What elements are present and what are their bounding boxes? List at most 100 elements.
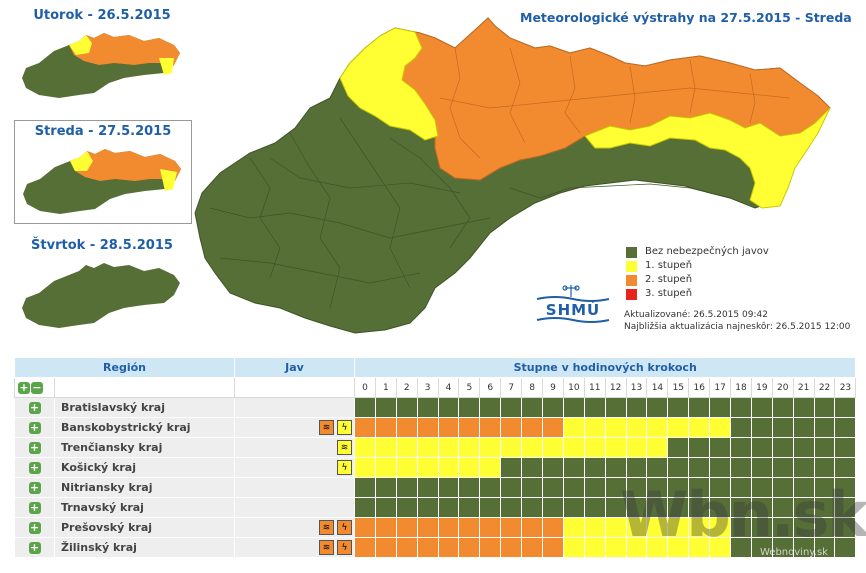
plus-icon[interactable]: + bbox=[28, 460, 41, 474]
mini-map-streda bbox=[23, 149, 181, 214]
hour-cell bbox=[500, 437, 523, 458]
expand-row-button[interactable]: + bbox=[14, 437, 55, 458]
hour-cell bbox=[834, 537, 857, 558]
hour-cell bbox=[750, 397, 773, 418]
storm-icon[interactable]: ϟ bbox=[337, 420, 352, 435]
hour-cell bbox=[479, 397, 502, 418]
hour-cell bbox=[646, 477, 669, 498]
hour-cell bbox=[374, 537, 397, 558]
hour-cell bbox=[521, 457, 544, 478]
day-streda[interactable]: Streda - 27.5.2015 bbox=[14, 120, 192, 224]
day-label: Štvrtok - 28.5.2015 bbox=[31, 238, 173, 253]
hour-cell bbox=[688, 457, 711, 478]
hour-cell bbox=[374, 517, 397, 538]
hour-cell bbox=[730, 537, 752, 558]
hour-cell bbox=[437, 397, 460, 418]
hour-cell bbox=[562, 497, 585, 518]
table-row: + Trenčiansky kraj ≋ bbox=[14, 437, 857, 458]
hour-header: 23 bbox=[834, 377, 857, 398]
legend-item: Bez nebezpečných javov bbox=[626, 245, 769, 259]
wind-icon[interactable]: ≋ bbox=[319, 420, 334, 435]
hour-cell bbox=[583, 397, 606, 418]
hour-cell bbox=[437, 417, 460, 438]
hour-header: 10 bbox=[562, 377, 585, 398]
hour-header: 5 bbox=[458, 377, 481, 398]
hour-cell bbox=[437, 537, 460, 558]
legend-swatch bbox=[626, 288, 637, 300]
plus-icon[interactable]: + bbox=[28, 520, 41, 534]
expand-row-button[interactable]: + bbox=[14, 397, 55, 418]
expand-row-button[interactable]: + bbox=[14, 417, 55, 438]
main-map[interactable] bbox=[190, 8, 850, 343]
hour-cell bbox=[416, 497, 439, 518]
day-utorok[interactable]: Utorok - 26.5.2015 bbox=[14, 8, 190, 107]
hour-cell bbox=[750, 477, 773, 498]
hour-cell bbox=[604, 417, 627, 438]
hour-cell bbox=[834, 497, 857, 518]
hour-cell bbox=[374, 397, 397, 418]
mini-map-utorok bbox=[22, 33, 180, 98]
hour-header: 9 bbox=[542, 377, 564, 398]
hour-cell bbox=[625, 437, 648, 458]
collapse-all-icon[interactable]: − bbox=[31, 380, 43, 394]
day-stvrtok[interactable]: Štvrtok - 28.5.2015 bbox=[14, 238, 190, 337]
storm-icon[interactable]: ϟ bbox=[337, 520, 352, 535]
hour-cell bbox=[813, 457, 836, 478]
hour-cell bbox=[730, 437, 752, 458]
expand-row-button[interactable]: + bbox=[14, 497, 55, 518]
hour-cell bbox=[542, 497, 564, 518]
hour-cell bbox=[354, 537, 376, 558]
storm-icon[interactable]: ϟ bbox=[337, 540, 352, 555]
hour-cell bbox=[583, 477, 606, 498]
wind-icon[interactable]: ≋ bbox=[337, 440, 352, 455]
hour-cell bbox=[395, 417, 418, 438]
plus-icon[interactable]: + bbox=[28, 420, 41, 434]
hour-cell bbox=[750, 537, 773, 558]
hour-header: 21 bbox=[792, 377, 815, 398]
hour-cell bbox=[562, 417, 585, 438]
plus-icon[interactable]: + bbox=[28, 440, 41, 454]
region-name: Trnavský kraj bbox=[54, 497, 235, 518]
hour-cell bbox=[646, 537, 669, 558]
hour-header: 22 bbox=[813, 377, 836, 398]
hour-cell bbox=[688, 397, 711, 418]
hour-cell bbox=[667, 537, 690, 558]
region-name: Košický kraj bbox=[54, 457, 235, 478]
hour-cell bbox=[542, 517, 564, 538]
plus-icon[interactable]: + bbox=[28, 480, 41, 494]
plus-icon[interactable]: + bbox=[28, 540, 41, 554]
hour-header: 7 bbox=[500, 377, 523, 398]
hour-header: 15 bbox=[667, 377, 690, 398]
map-title: Meteorologické výstrahy na 27.5.2015 - S… bbox=[520, 10, 852, 25]
hour-cell bbox=[813, 397, 836, 418]
expand-row-button[interactable]: + bbox=[14, 477, 55, 498]
table-row: + Prešovský kraj ≋ ϟ bbox=[14, 517, 857, 538]
wind-icon[interactable]: ≋ bbox=[319, 540, 334, 555]
expand-row-button[interactable]: + bbox=[14, 457, 55, 478]
district-borders bbox=[209, 117, 731, 309]
mini-map-stvrtok bbox=[22, 263, 180, 328]
hour-cell bbox=[771, 437, 794, 458]
plus-icon[interactable]: + bbox=[28, 400, 41, 414]
hour-cell bbox=[562, 517, 585, 538]
storm-icon[interactable]: ϟ bbox=[337, 460, 352, 475]
hour-cell bbox=[437, 457, 460, 478]
expand-row-button[interactable]: + bbox=[14, 537, 55, 558]
region-name: Žilinský kraj bbox=[54, 537, 235, 558]
expand-all-icon[interactable]: + bbox=[18, 380, 30, 394]
legend-item: 3. stupeň bbox=[626, 287, 769, 301]
expand-row-button[interactable]: + bbox=[14, 517, 55, 538]
hour-header: 20 bbox=[771, 377, 794, 398]
hour-cell bbox=[750, 497, 773, 518]
hour-cell bbox=[374, 497, 397, 518]
hour-cell bbox=[750, 437, 773, 458]
hour-cell bbox=[542, 397, 564, 418]
expand-collapse-all[interactable]: + − bbox=[14, 377, 55, 398]
wind-icon[interactable]: ≋ bbox=[319, 520, 334, 535]
plus-icon[interactable]: + bbox=[28, 500, 41, 514]
hour-header: 8 bbox=[521, 377, 544, 398]
hour-cell bbox=[354, 437, 376, 458]
hour-cell bbox=[542, 437, 564, 458]
map-region-yellow-e bbox=[584, 107, 831, 209]
hour-cell bbox=[667, 517, 690, 538]
